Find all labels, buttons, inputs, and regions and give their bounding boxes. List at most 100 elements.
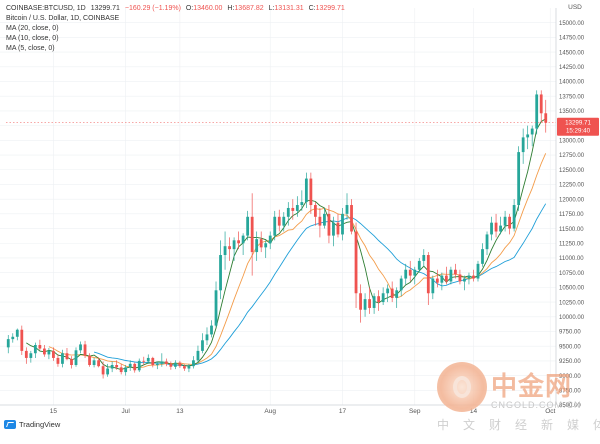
candle-body	[332, 222, 335, 236]
candle	[169, 361, 173, 370]
candle-body	[377, 296, 381, 303]
y-tick-label: 10500.00	[559, 286, 585, 292]
ma10-line	[48, 153, 547, 369]
candle	[544, 99, 548, 133]
candle	[327, 205, 331, 244]
candle-body	[65, 353, 69, 360]
candle-body	[29, 353, 33, 358]
candle	[431, 275, 435, 300]
candle	[426, 252, 430, 306]
candle-body	[458, 274, 462, 282]
y-tick-label: 13000.00	[559, 139, 585, 145]
tradingview-icon	[4, 420, 16, 429]
candle-body	[408, 269, 412, 276]
ohlc-close-label: C:	[308, 5, 316, 12]
x-tick-label: 17	[339, 408, 347, 415]
candle-body	[56, 357, 60, 364]
x-tick-label: Oct	[545, 408, 555, 415]
price-change: −160.29 (−1.19%)	[124, 5, 181, 12]
candle	[381, 287, 385, 306]
candle	[341, 207, 344, 241]
y-tick-label: 9500.00	[559, 344, 581, 350]
candle-body	[101, 366, 105, 375]
candle	[395, 287, 399, 308]
candle	[313, 202, 317, 226]
candle	[521, 128, 525, 164]
axes: USD	[0, 4, 582, 406]
last-price-time: 15:29:40	[566, 128, 591, 135]
y-tick-label: 11750.00	[559, 212, 584, 218]
candle	[74, 347, 78, 367]
candle-body	[395, 290, 399, 298]
candle-body	[499, 225, 502, 232]
candle-body	[210, 325, 213, 335]
candle	[201, 333, 204, 354]
last-price-value: 13299.71	[565, 120, 591, 127]
candle	[359, 284, 362, 323]
candle	[372, 293, 376, 314]
candle	[485, 231, 489, 256]
candle	[413, 266, 417, 285]
candle	[205, 327, 209, 346]
legend-ma10[interactable]: MA (10, close, 0)	[6, 35, 59, 42]
candle-body	[463, 278, 466, 282]
candle	[92, 357, 96, 368]
candle	[214, 281, 218, 328]
candle	[110, 361, 114, 373]
candle-body	[259, 239, 263, 248]
candle	[192, 356, 195, 369]
candle	[490, 216, 493, 241]
legend-subtitle: Bitcoin / U.S. Dollar, 1D, COINBASE	[6, 15, 120, 22]
candle	[336, 213, 340, 238]
x-tick-label: 14	[470, 408, 478, 415]
legend-ma5[interactable]: MA (5, close, 0)	[6, 45, 55, 52]
y-tick-label: 15000.00	[559, 21, 585, 27]
y-tick-label: 11250.00	[559, 241, 584, 247]
candle-body	[164, 361, 168, 364]
tradingview-logo[interactable]: TradingView	[4, 420, 60, 429]
candle-body	[323, 213, 326, 226]
candle	[476, 260, 480, 282]
candle	[15, 328, 19, 341]
candle	[151, 356, 155, 368]
candle-body	[286, 207, 290, 217]
candle-body	[526, 134, 530, 138]
candle-body	[485, 234, 489, 250]
candle-body	[232, 240, 236, 250]
legend-ma20[interactable]: MA (20, close, 0)	[6, 25, 59, 32]
candle-body	[521, 137, 525, 153]
candle	[88, 353, 91, 367]
candle	[345, 193, 349, 220]
candle-body	[472, 275, 475, 279]
candle-body	[454, 269, 457, 275]
candle	[304, 172, 308, 208]
candle-body	[494, 222, 498, 232]
candle	[259, 231, 263, 253]
candle	[124, 365, 128, 376]
candle-body	[79, 344, 82, 351]
candle	[250, 193, 254, 276]
candle-body	[413, 269, 417, 276]
candle-body	[187, 366, 191, 369]
candle	[422, 249, 426, 267]
candle-body	[359, 293, 362, 310]
candle-body	[300, 202, 304, 206]
candle	[454, 263, 457, 279]
candle	[29, 350, 33, 363]
candle	[526, 125, 530, 150]
ohlc-open-label: O:	[185, 5, 194, 12]
candle	[282, 212, 286, 232]
candle-body	[512, 205, 516, 229]
candle	[20, 325, 24, 356]
candle	[268, 231, 272, 250]
candle	[97, 357, 100, 368]
candle-body	[38, 345, 42, 349]
price-axis-ticks: 8500.00 8750.00 9000.00 9250.00 9500.00 9750.…	[559, 21, 585, 409]
candle-body	[508, 216, 512, 229]
candle-body	[47, 350, 51, 355]
candle	[155, 361, 159, 370]
candle-body	[318, 216, 322, 226]
